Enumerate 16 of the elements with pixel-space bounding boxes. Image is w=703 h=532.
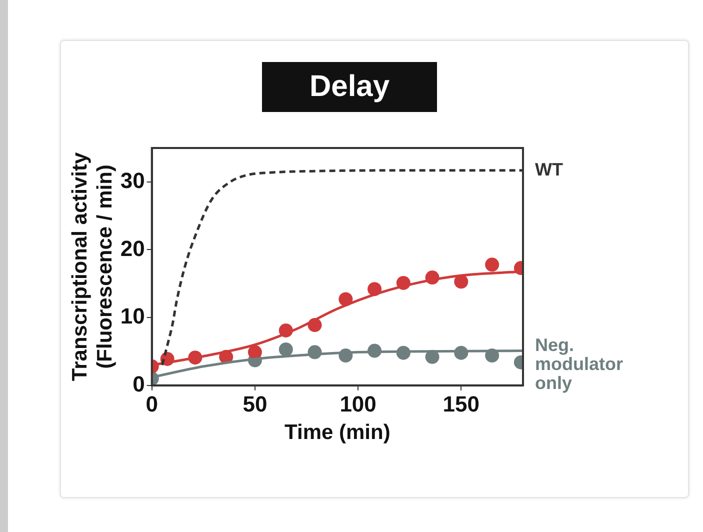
x-tick-label: 150 [442, 392, 480, 417]
x-axis-title: Time (min) [284, 421, 390, 444]
series-label: WT [535, 159, 563, 180]
x-tick-label: 50 [242, 392, 268, 417]
point [278, 342, 293, 356]
y-tick-label: 20 [120, 236, 145, 261]
y-axis-title: Transcriptional activity (Fluorescence / min) [68, 152, 117, 382]
point [454, 274, 468, 289]
series-label: Neg. modulator only [535, 334, 623, 393]
y-tick-label: 0 [132, 371, 145, 396]
point [248, 345, 262, 360]
chart-title: Delay [262, 62, 437, 112]
y-tick-label: 30 [120, 168, 145, 193]
x-tick-label: 100 [340, 392, 376, 417]
y-tick-label: 10 [120, 304, 145, 329]
point [485, 258, 500, 272]
